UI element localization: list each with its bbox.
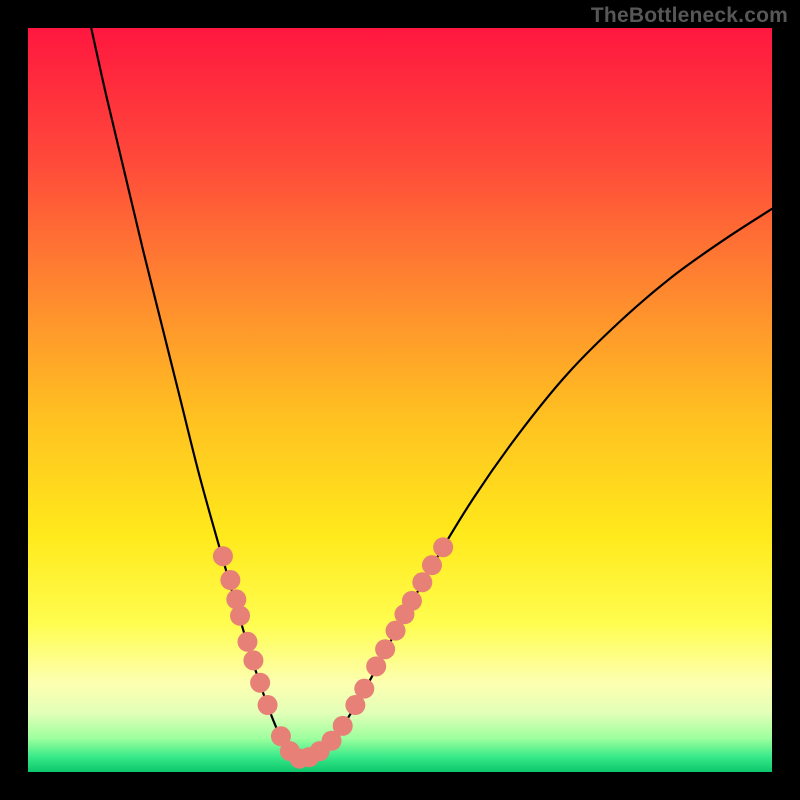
data-marker — [354, 679, 374, 699]
data-marker — [366, 656, 386, 676]
data-marker — [220, 570, 240, 590]
data-marker — [258, 695, 278, 715]
data-marker — [412, 572, 432, 592]
data-marker — [333, 716, 353, 736]
data-marker — [250, 673, 270, 693]
bottleneck-chart — [0, 0, 800, 800]
data-marker — [375, 639, 395, 659]
data-marker — [422, 555, 442, 575]
data-marker — [213, 546, 233, 566]
data-marker — [402, 591, 422, 611]
chart-background — [28, 28, 772, 772]
data-marker — [243, 650, 263, 670]
data-marker — [237, 632, 257, 652]
data-marker — [433, 537, 453, 557]
data-marker — [230, 606, 250, 626]
